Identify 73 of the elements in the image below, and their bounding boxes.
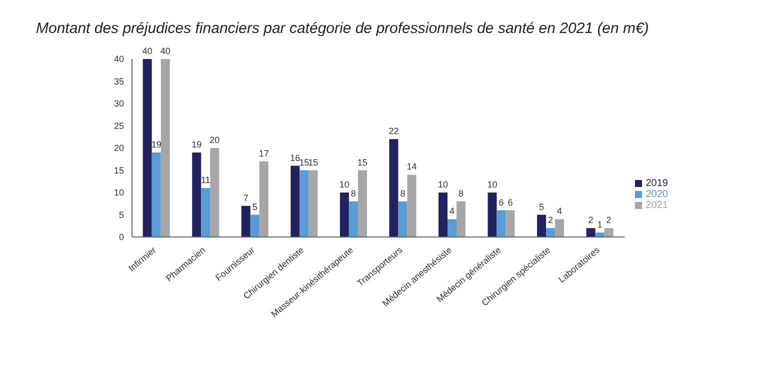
- data-label: 16: [290, 152, 300, 163]
- bar: [192, 152, 202, 237]
- bar: [389, 139, 398, 237]
- data-label: 40: [142, 46, 152, 56]
- chart-title: Montant des préjudices financiers par catégorie de professionnels de santé en 2021 (en m€): [35, 19, 650, 37]
- bar: [456, 201, 466, 237]
- y-tick-label: 0: [118, 232, 124, 242]
- legend-label: 2021: [646, 200, 668, 211]
- bar: [407, 174, 416, 237]
- data-label: 14: [406, 162, 417, 172]
- bar: [488, 192, 497, 237]
- bar: [290, 166, 300, 237]
- y-tick-label: 40: [114, 54, 124, 64]
- bar: [250, 214, 260, 237]
- bar: [348, 201, 358, 237]
- y-tick-label: 30: [114, 98, 124, 109]
- data-label: 5: [252, 202, 258, 212]
- data-label: 2: [606, 215, 612, 226]
- bar: [241, 206, 250, 237]
- data-label: 10: [487, 180, 498, 190]
- data-label: 22: [388, 126, 399, 136]
- bar: [160, 59, 170, 237]
- data-label: 15: [299, 157, 310, 168]
- legend-label: 2020: [646, 189, 668, 200]
- bar: [259, 161, 268, 237]
- data-label: 1: [597, 220, 602, 230]
- data-label: 2: [548, 215, 554, 226]
- bar: [595, 232, 604, 237]
- data-label: 40: [160, 46, 170, 56]
- data-label: 17: [258, 148, 269, 158]
- bar: [537, 214, 546, 237]
- bar: [604, 228, 614, 237]
- data-label: 8: [458, 188, 464, 198]
- data-label: 20: [210, 135, 220, 145]
- bar: [447, 219, 456, 237]
- bar: [506, 210, 515, 237]
- data-label: 10: [339, 180, 350, 190]
- bar: [438, 192, 448, 237]
- bar: [201, 188, 210, 237]
- bar: [398, 201, 408, 237]
- y-tick-label: 15: [114, 165, 124, 176]
- bar: [546, 228, 556, 237]
- legend-label: 2019: [646, 178, 668, 189]
- y-tick-label: 25: [114, 120, 124, 131]
- data-label: 5: [539, 202, 544, 212]
- bar: [555, 219, 564, 237]
- bar: [152, 152, 161, 237]
- y-tick-label: 20: [114, 143, 124, 154]
- bar: [308, 170, 318, 237]
- data-label: 6: [498, 197, 504, 208]
- y-tick-label: 5: [118, 210, 124, 220]
- data-label: 10: [438, 180, 448, 190]
- bar: [586, 228, 596, 237]
- data-label: 8: [350, 188, 356, 198]
- data-label: 2: [588, 215, 594, 226]
- data-label: 6: [508, 197, 513, 208]
- data-label: 7: [243, 192, 248, 203]
- data-label: 15: [308, 157, 318, 168]
- bar: [142, 59, 152, 237]
- bar: [210, 148, 220, 237]
- data-label: 19: [192, 139, 202, 150]
- y-tick-label: 10: [114, 188, 124, 198]
- data-label: 4: [557, 206, 562, 216]
- data-label: 11: [200, 175, 210, 186]
- data-label: 15: [357, 157, 368, 168]
- bar: [300, 170, 309, 237]
- data-label: 19: [151, 139, 162, 150]
- y-tick-label: 35: [114, 76, 124, 86]
- bar: [358, 170, 367, 237]
- bar: [340, 192, 349, 237]
- data-label: 8: [400, 188, 406, 198]
- bar: [496, 210, 506, 237]
- data-label: 4: [449, 206, 454, 216]
